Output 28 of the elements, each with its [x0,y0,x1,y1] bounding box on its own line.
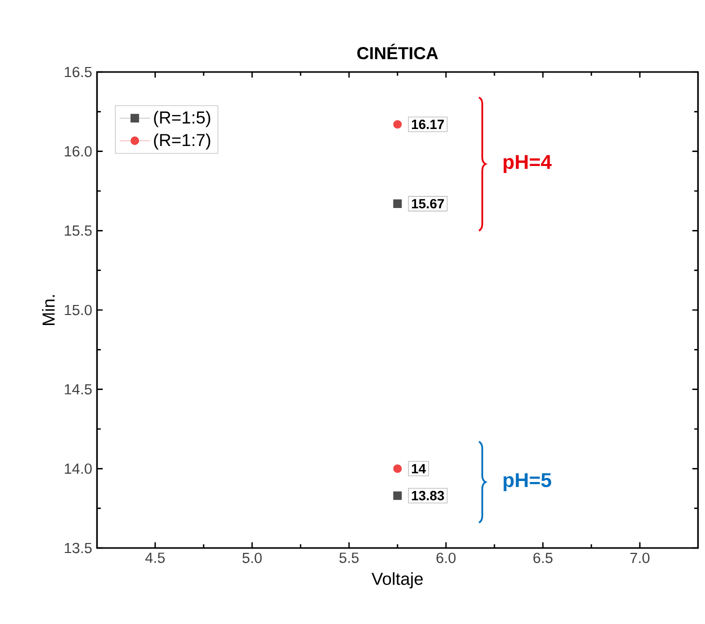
data-label: 13.83 [412,490,444,500]
y-tick-label: 14.5 [64,384,92,394]
annotation: pH=4 [504,155,552,173]
x-tick-label: 4.5 [145,552,165,563]
annotation: pH=5 [504,473,552,492]
x-tick-label: 5.5 [339,552,359,563]
point [393,199,402,208]
x-tick-label: 6.5 [533,552,552,564]
point [393,491,402,500]
y-tick-label: 13.5 [64,542,92,554]
legend-label: (R=1:5) [154,110,210,128]
y-tick-label: 15.5 [64,226,92,236]
data-label: 16.17 [412,120,444,130]
point [393,120,402,129]
y-tick-label: 16.5 [64,66,92,78]
y-tick-label: 16.0 [64,146,92,157]
x-tick-label: 6.0 [436,552,456,564]
y-tick-label: 15.0 [64,304,92,316]
x-tick-label: 7.0 [630,552,650,564]
y-tick-label: 14.0 [64,463,92,474]
chart-title: CINÉTICA [357,44,438,60]
x-tick-label: 5.0 [242,552,262,564]
point [393,464,402,473]
y-axis-title: Min. [42,295,55,325]
data-label: 15.67 [412,198,444,208]
x-axis-title: Voltaje [372,572,423,588]
data-label: 14 [412,464,426,474]
legend-label: (R=1:7) [154,133,210,150]
